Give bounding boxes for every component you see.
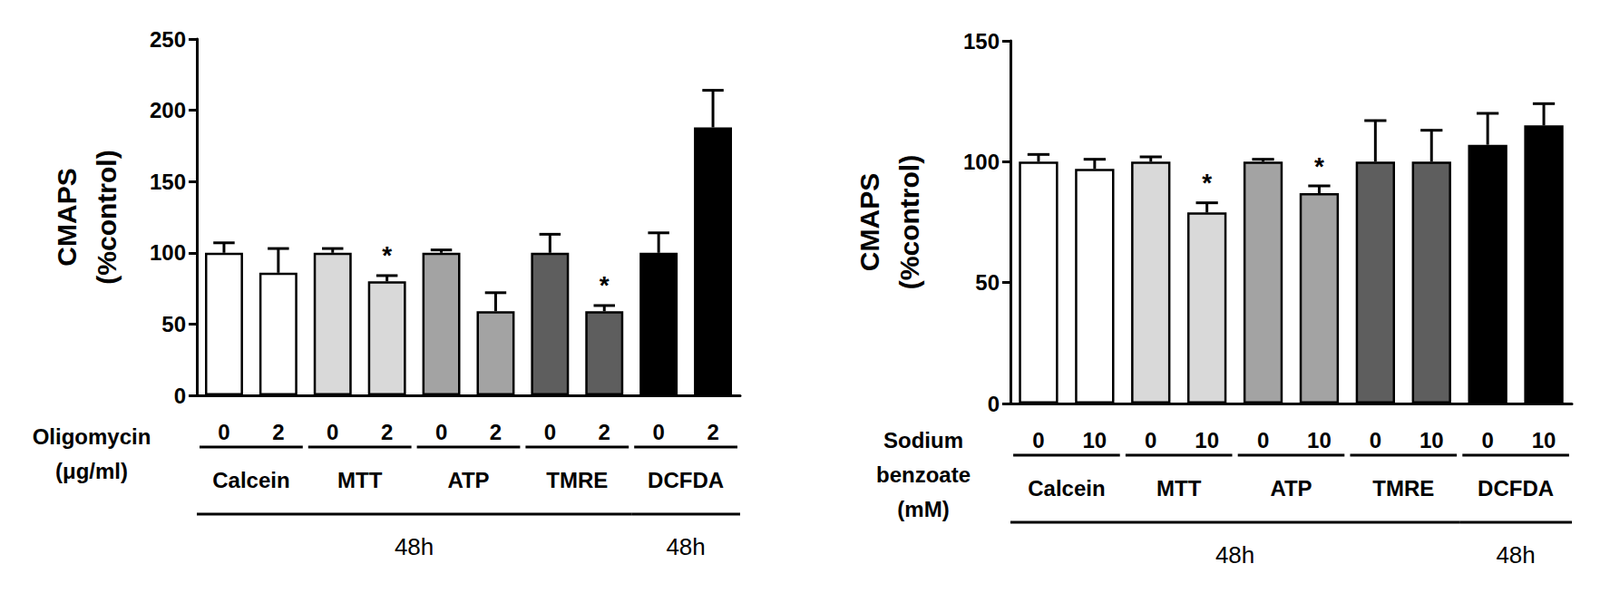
svg-text:2: 2 xyxy=(380,419,393,445)
svg-text:0: 0 xyxy=(1481,428,1493,453)
svg-text:2: 2 xyxy=(598,419,611,445)
svg-text:0: 0 xyxy=(435,419,448,445)
svg-text:ATP: ATP xyxy=(447,468,489,493)
svg-text:DCFDA: DCFDA xyxy=(647,468,724,493)
svg-text:CMAPS: CMAPS xyxy=(51,167,82,266)
svg-text:(mM): (mM) xyxy=(897,497,949,522)
svg-text:2: 2 xyxy=(706,419,719,445)
svg-text:50: 50 xyxy=(161,312,186,337)
svg-text:10: 10 xyxy=(1531,428,1557,453)
svg-text:10: 10 xyxy=(1194,428,1220,453)
svg-text:Calcein: Calcein xyxy=(212,468,290,493)
svg-text:100: 100 xyxy=(963,149,1000,175)
svg-text:0: 0 xyxy=(326,419,339,445)
svg-text:0: 0 xyxy=(1144,428,1157,453)
svg-text:*: * xyxy=(1314,152,1325,181)
svg-text:48h: 48h xyxy=(394,533,434,561)
svg-text:48h: 48h xyxy=(665,533,705,561)
svg-text:0: 0 xyxy=(652,419,664,445)
svg-text:Sodium: Sodium xyxy=(883,428,964,453)
svg-text:(%control): (%control) xyxy=(91,149,122,284)
svg-text:10: 10 xyxy=(1419,428,1444,453)
svg-text:200: 200 xyxy=(149,97,186,123)
svg-text:(%control): (%control) xyxy=(894,155,925,290)
svg-text:MTT: MTT xyxy=(1156,476,1202,501)
svg-text:TMRE: TMRE xyxy=(1372,476,1435,501)
svg-text:Oligomycin: Oligomycin xyxy=(32,424,152,449)
svg-text:DCFDA: DCFDA xyxy=(1477,476,1554,501)
svg-text:10: 10 xyxy=(1307,428,1332,453)
svg-text:ATP: ATP xyxy=(1269,476,1312,501)
svg-text:50: 50 xyxy=(975,270,1000,295)
svg-text:0: 0 xyxy=(217,419,230,445)
svg-text:0: 0 xyxy=(174,383,186,409)
svg-text:150: 150 xyxy=(963,29,1000,54)
svg-text:0: 0 xyxy=(1032,428,1044,453)
svg-text:100: 100 xyxy=(149,240,186,265)
svg-text:Calcein: Calcein xyxy=(1027,476,1105,501)
svg-text:250: 250 xyxy=(149,27,186,52)
svg-text:0: 0 xyxy=(987,391,1000,417)
svg-text:2: 2 xyxy=(489,419,502,445)
svg-text:150: 150 xyxy=(149,169,186,195)
svg-text:48h: 48h xyxy=(1495,541,1535,569)
svg-text:0: 0 xyxy=(1369,428,1382,453)
svg-text:0: 0 xyxy=(544,419,557,445)
svg-text:*: * xyxy=(599,271,610,300)
svg-text:MTT: MTT xyxy=(337,468,383,493)
svg-text:benzoate: benzoate xyxy=(876,462,971,488)
svg-text:*: * xyxy=(381,241,392,270)
svg-text:10: 10 xyxy=(1082,428,1107,453)
svg-text:(μg/ml): (μg/ml) xyxy=(55,458,128,484)
svg-text:0: 0 xyxy=(1257,428,1269,453)
svg-text:48h: 48h xyxy=(1215,541,1255,569)
svg-text:2: 2 xyxy=(272,419,284,445)
svg-text:TMRE: TMRE xyxy=(546,468,608,493)
svg-text:*: * xyxy=(1201,168,1212,197)
svg-text:CMAPS: CMAPS xyxy=(854,173,885,272)
